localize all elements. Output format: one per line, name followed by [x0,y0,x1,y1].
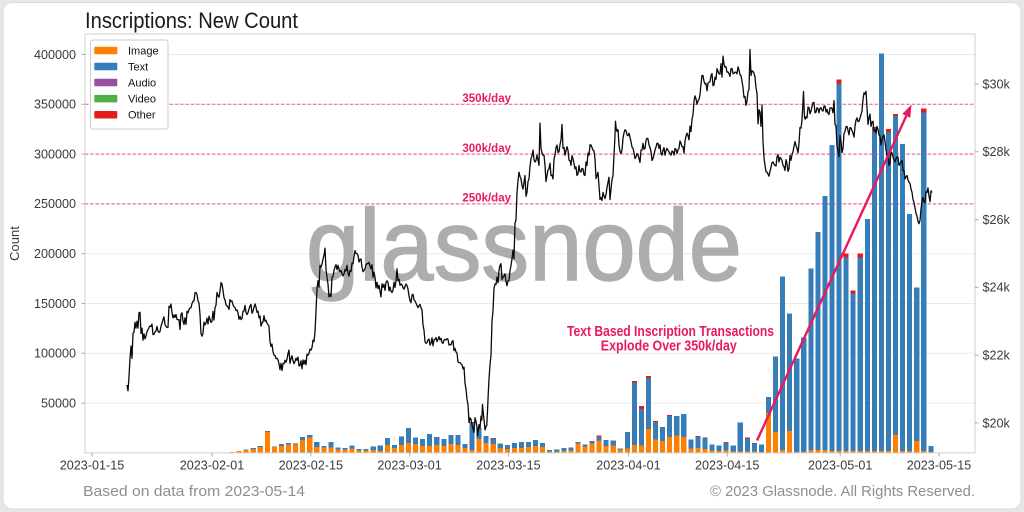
svg-text:100000: 100000 [34,347,76,361]
svg-text:2023-04-15: 2023-04-15 [695,459,759,473]
svg-text:Text Based Inscription Transac: Text Based Inscription Transactions [567,323,774,340]
svg-text:250k/day: 250k/day [462,193,511,205]
svg-text:$24k: $24k [983,281,1011,295]
svg-text:2023-03-01: 2023-03-01 [377,459,441,473]
svg-text:150000: 150000 [34,297,76,311]
svg-text:2023-05-01: 2023-05-01 [808,459,872,473]
svg-text:2023-02-01: 2023-02-01 [180,459,244,473]
svg-text:$26k: $26k [983,213,1011,227]
svg-text:2023-05-15: 2023-05-15 [907,459,971,473]
svg-text:Video: Video [128,94,156,106]
svg-text:300k/day: 300k/day [462,143,511,155]
svg-text:$22k: $22k [983,349,1011,363]
svg-text:350k/day: 350k/day [462,93,511,105]
svg-text:200000: 200000 [34,247,76,261]
svg-text:glassnode: glassnode [306,190,742,302]
svg-text:Other: Other [128,110,156,122]
svg-text:Image: Image [128,45,159,57]
svg-text:$20k: $20k [983,416,1011,430]
svg-text:Explode Over 350k/day: Explode Over 350k/day [601,338,738,355]
svg-text:300000: 300000 [34,147,76,161]
svg-text:50000: 50000 [41,396,76,410]
svg-text:2023-04-01: 2023-04-01 [596,459,660,473]
svg-text:2023-03-15: 2023-03-15 [476,459,540,473]
svg-text:$28k: $28k [983,145,1011,159]
svg-text:350000: 350000 [34,98,76,112]
svg-text:Audio: Audio [128,78,156,90]
svg-text:Inscriptions: New Count: Inscriptions: New Count [85,8,298,33]
svg-text:Count: Count [7,226,22,261]
svg-text:© 2023 Glassnode. All Rights R: © 2023 Glassnode. All Rights Reserved. [710,483,975,500]
svg-text:2023-01-15: 2023-01-15 [60,459,124,473]
svg-text:2023-02-15: 2023-02-15 [279,459,343,473]
svg-text:400000: 400000 [34,48,76,62]
svg-text:250000: 250000 [34,197,76,211]
svg-text:Text: Text [128,62,148,74]
svg-text:$30k: $30k [983,77,1011,91]
svg-text:Based on data from 2023-05-14: Based on data from 2023-05-14 [83,483,305,500]
